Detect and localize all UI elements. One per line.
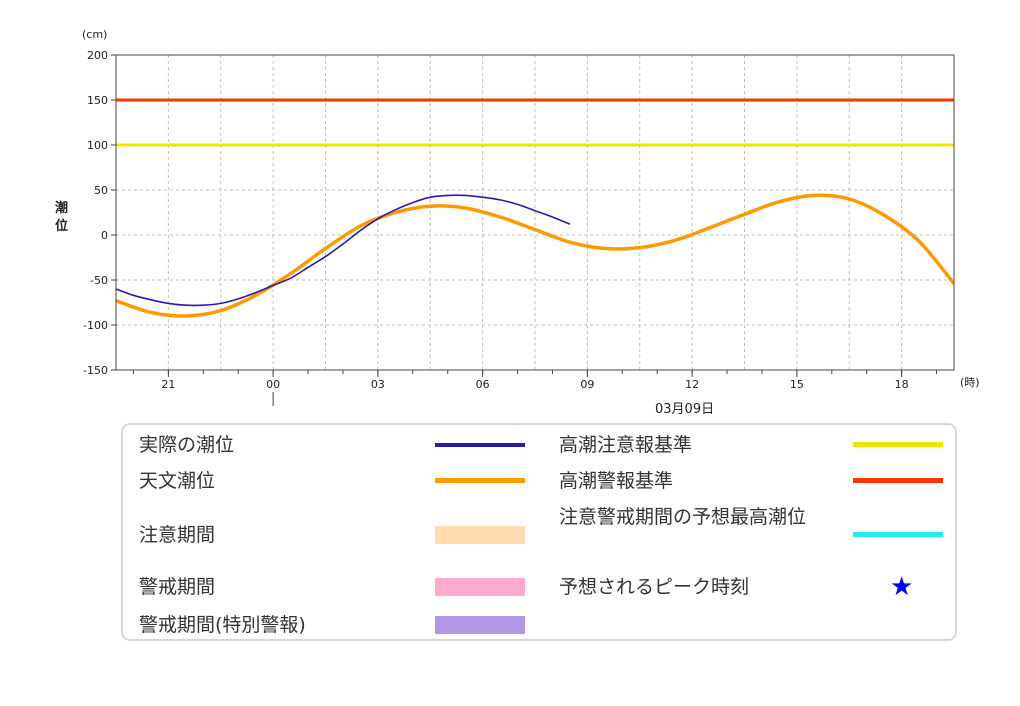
- legend-swatch-caution-period: [435, 526, 525, 544]
- legend-swatch-max-tide-forecast: [853, 532, 943, 537]
- series-actual-tide: [116, 194, 571, 307]
- legend-swatch-warning-standard: [853, 478, 943, 483]
- legend-label-actual-tide: 実際の潮位: [139, 434, 235, 456]
- legend-label-astronomical-tide: 天文潮位: [139, 470, 216, 492]
- legend-label-max-tide-forecast: 注意警戒期間の予想最高潮位: [559, 506, 807, 528]
- y-tick-label: -150: [83, 364, 108, 377]
- grid-layer: [116, 55, 954, 370]
- legend-swatch-actual-tide: [435, 443, 525, 447]
- legend-swatch-astronomical-tide: [435, 478, 525, 483]
- x-tick-label: 21: [161, 378, 175, 391]
- legend-swatch-special-warning-period: [435, 616, 525, 634]
- star-icon: ★: [890, 572, 914, 602]
- legend: 実際の潮位 高潮注意報基準 天文潮位 高潮警報基準 注意期間 注意警戒期間の予想…: [121, 423, 957, 641]
- legend-label-caution-standard: 高潮注意報基準: [559, 434, 693, 456]
- legend-label-special-warning-period: 警戒期間(特別警報): [139, 614, 306, 636]
- plot-frame: [115, 54, 955, 371]
- y-axis-label-char-2: 位: [55, 218, 68, 234]
- legend-label-caution-period: 注意期間: [139, 524, 216, 546]
- y-tick-label: 200: [87, 49, 108, 62]
- x-tick-label: 00: [266, 378, 280, 391]
- x-unit-label: (時): [960, 376, 980, 389]
- x-tick-label: 09: [580, 378, 594, 391]
- y-tick-label: -50: [90, 274, 108, 287]
- x-tick-label: 12: [685, 378, 699, 391]
- series-astronomical-tide: [116, 193, 954, 318]
- legend-swatch-warning-period: [435, 578, 525, 596]
- y-unit-label: (cm): [82, 28, 107, 41]
- legend-label-warning-standard: 高潮警報基準: [559, 470, 674, 492]
- y-tick-label: 50: [94, 184, 108, 197]
- y-tick-label: 0: [101, 229, 108, 242]
- y-axis-label-char-1: 潮: [55, 200, 68, 216]
- reference-lines: [116, 98, 954, 147]
- y-tick-label: 100: [87, 139, 108, 152]
- legend-label-peak-time: 予想されるピーク時刻: [559, 576, 750, 598]
- axis-layer: 200 150 100 50 0 -50 -100 -150 21 00 03 06 09 12 15 18: [83, 49, 955, 406]
- y-tick-label: -100: [83, 319, 108, 332]
- series-layer: [116, 193, 954, 318]
- x-tick-label: 06: [476, 378, 490, 391]
- x-tick-label: 15: [790, 378, 804, 391]
- date-label: 03月09日: [655, 402, 714, 417]
- x-tick-label: 03: [371, 378, 385, 391]
- y-tick-label: 150: [87, 94, 108, 107]
- legend-swatch-caution-standard: [853, 442, 943, 447]
- legend-label-warning-period: 警戒期間: [139, 576, 216, 598]
- x-tick-label: 18: [895, 378, 909, 391]
